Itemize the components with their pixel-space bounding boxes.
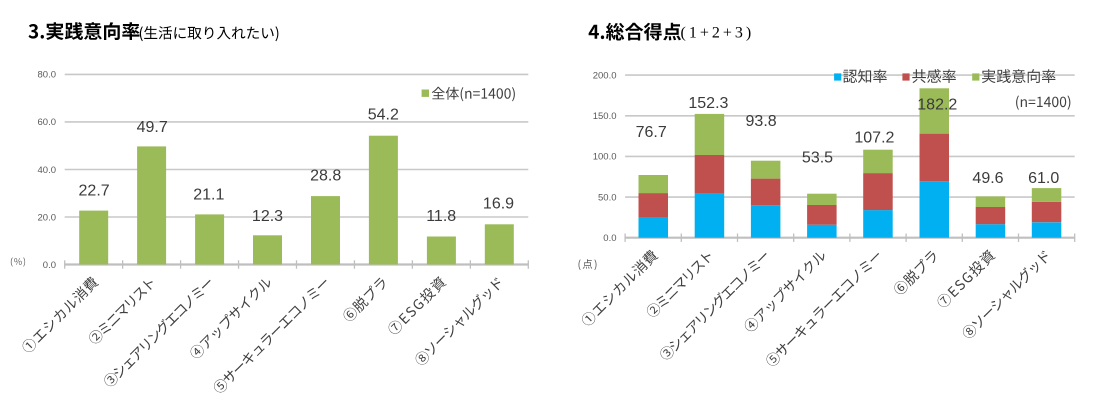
svg-text:107.2: 107.2 bbox=[854, 129, 894, 146]
svg-text:60.0: 60.0 bbox=[38, 117, 57, 128]
svg-text:16.9: 16.9 bbox=[483, 196, 514, 213]
svg-text:49.7: 49.7 bbox=[137, 119, 168, 136]
svg-text:100.0: 100.0 bbox=[593, 152, 617, 163]
svg-text:20.0: 20.0 bbox=[38, 212, 57, 223]
svg-text:(1+2+3): (1+2+3) bbox=[681, 25, 755, 42]
svg-text:40.0: 40.0 bbox=[38, 165, 57, 176]
svg-text:200.0: 200.0 bbox=[593, 70, 617, 81]
svg-text:61.0: 61.0 bbox=[1028, 170, 1059, 187]
svg-text:182.2: 182.2 bbox=[917, 97, 957, 114]
svg-text:50.0: 50.0 bbox=[598, 192, 617, 203]
svg-text:93.8: 93.8 bbox=[746, 113, 777, 130]
svg-text:80.0: 80.0 bbox=[38, 70, 57, 81]
svg-text:152.3: 152.3 bbox=[688, 95, 728, 112]
svg-text:76.7: 76.7 bbox=[636, 124, 667, 141]
svg-text:150.0: 150.0 bbox=[593, 111, 617, 122]
svg-text:53.5: 53.5 bbox=[802, 150, 833, 167]
svg-text:49.6: 49.6 bbox=[972, 170, 1003, 187]
svg-text:22.7: 22.7 bbox=[79, 182, 110, 199]
svg-text:11.8: 11.8 bbox=[426, 208, 456, 225]
svg-text:54.2: 54.2 bbox=[368, 106, 399, 123]
svg-text:0.0: 0.0 bbox=[43, 260, 56, 271]
svg-text:0.0: 0.0 bbox=[603, 233, 616, 244]
svg-text:21.1: 21.1 bbox=[193, 186, 224, 203]
svg-text:28.8: 28.8 bbox=[310, 168, 341, 185]
svg-text:12.3: 12.3 bbox=[252, 208, 283, 225]
